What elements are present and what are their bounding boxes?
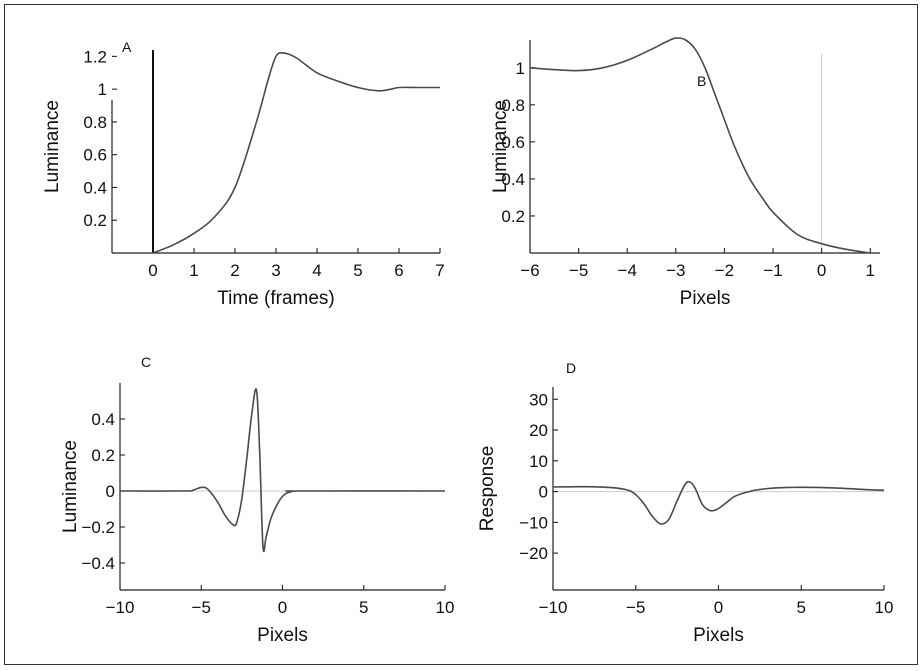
x-tick-label: 10 xyxy=(436,598,455,617)
x-tick-label: 0 xyxy=(148,261,157,280)
y-tick-label: 0.8 xyxy=(501,96,525,115)
x-axis-label: Pixels xyxy=(257,625,308,646)
x-axis-label: Pixels xyxy=(693,625,744,646)
y-axis-label: Luminance xyxy=(42,100,63,193)
y-tick-label: 0.6 xyxy=(501,133,525,152)
y-tick-label: 20 xyxy=(529,421,548,440)
x-tick-label: 1 xyxy=(189,261,198,280)
x-tick-label: 0 xyxy=(714,598,723,617)
x-tick-label: −5 xyxy=(569,261,588,280)
x-tick-label: −3 xyxy=(666,261,685,280)
y-tick-label: −0.2 xyxy=(81,518,115,537)
x-tick-label: 0 xyxy=(278,598,287,617)
panel-a: A 0 1 2 3 4 5 6 7 0.2 0.4 0.6 0.8 1 1.2 Time (frames) Lu… xyxy=(42,39,445,309)
x-tick-label: −10 xyxy=(539,598,568,617)
x-tick-label: −1 xyxy=(763,261,782,280)
y-tick-label: 0.2 xyxy=(83,211,107,230)
series-line xyxy=(119,388,446,553)
y-tick-label: 0.4 xyxy=(83,178,107,197)
figure-frame xyxy=(4,4,918,665)
x-tick-label: 3 xyxy=(271,261,280,280)
y-tick-label: 1.2 xyxy=(83,47,107,66)
y-tick-label: 0.2 xyxy=(91,446,115,465)
y-tick-label: −20 xyxy=(519,544,548,563)
x-tick-label: −6 xyxy=(520,261,539,280)
panel-b: B −6 −5 −4 −3 −2 −1 0 1 0.2 0.4 0.6 0.8 1 Pixels Lumina… xyxy=(490,37,880,309)
x-tick-label: 0 xyxy=(817,261,826,280)
panel-c: C −10 −5 0 5 10 −0.4 −0.2 0 0.2 0.4 Pixels Luminance xyxy=(60,354,454,646)
x-tick-label: 4 xyxy=(312,261,321,280)
x-tick-label: 2 xyxy=(230,261,239,280)
x-tick-label: 5 xyxy=(359,598,368,617)
x-tick-label: −2 xyxy=(715,261,734,280)
x-tick-label: 5 xyxy=(797,598,806,617)
y-tick-label: 0.2 xyxy=(501,207,525,226)
series-line xyxy=(529,37,871,254)
x-axis-label: Time (frames) xyxy=(217,288,335,309)
x-tick-label: −4 xyxy=(618,261,637,280)
x-tick-label: 7 xyxy=(435,261,444,280)
x-tick-label: −5 xyxy=(626,598,645,617)
y-tick-label: 1 xyxy=(516,59,525,78)
panel-letter-d: D xyxy=(566,360,576,376)
x-tick-label: −10 xyxy=(106,598,135,617)
x-tick-label: −5 xyxy=(192,598,211,617)
y-tick-label: 0.4 xyxy=(91,410,115,429)
series-line xyxy=(552,480,885,525)
y-tick-label: 0.4 xyxy=(501,170,525,189)
y-tick-label: −10 xyxy=(519,513,548,532)
y-tick-label: 0 xyxy=(539,483,548,502)
y-tick-label: 10 xyxy=(529,452,548,471)
series-line xyxy=(152,51,440,254)
x-tick-label: 10 xyxy=(875,598,894,617)
y-tick-label: 30 xyxy=(529,390,548,409)
panel-letter-c: C xyxy=(141,354,151,370)
x-tick-label: 1 xyxy=(866,261,875,280)
y-tick-label: 1 xyxy=(98,80,107,99)
panel-letter-a: A xyxy=(122,39,132,55)
x-axis-label: Pixels xyxy=(680,288,731,309)
y-tick-label: 0.8 xyxy=(83,113,107,132)
x-tick-label: 5 xyxy=(353,261,362,280)
y-tick-label: −0.4 xyxy=(81,554,115,573)
y-axis-label: Luminance xyxy=(60,440,81,533)
y-tick-label: 0.6 xyxy=(83,146,107,165)
panel-d: D −10 −5 0 5 10 −20 −10 0 10 20 30 Pixels Response xyxy=(477,360,893,646)
y-tick-label: 0 xyxy=(106,482,115,501)
y-axis-label: Response xyxy=(477,446,498,532)
y-axis-label: Luminance xyxy=(490,100,511,193)
panel-letter-b: B xyxy=(697,73,706,89)
x-tick-label: 6 xyxy=(394,261,403,280)
